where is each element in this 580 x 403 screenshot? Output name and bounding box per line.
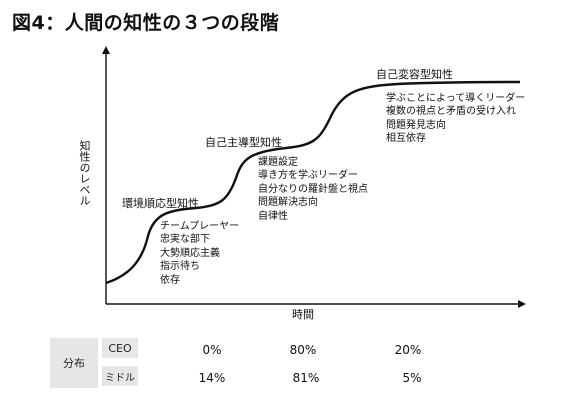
trait-item: チームプレーヤー (160, 221, 240, 232)
trait-item: 複数の視点と矛盾の受け入れ (386, 106, 516, 118)
trait-item: 相互依存 (386, 133, 426, 145)
trait-item: 自分なりの羅針盤と視点 (258, 183, 368, 195)
trait-item: 指示待ち (160, 261, 200, 273)
ceo-value-stage1: 0% (202, 343, 222, 357)
x-axis-label: 時間 (292, 308, 314, 321)
trait-item: 忠実な部下 (160, 234, 210, 246)
ceo-value-stage3: 20% (394, 343, 422, 357)
trait-item: 自律性 (258, 210, 288, 222)
stage-socialized-mind: 環境順応型知性 (122, 197, 199, 210)
stage-self-authoring-mind: 自己主導型知性 (205, 136, 282, 149)
group-middle: ミドル (102, 366, 138, 386)
trait-item: 問題解決志向 (258, 197, 318, 209)
trait-item: 問題発見志向 (386, 119, 446, 131)
y-axis-label: 知性のレベル (78, 140, 91, 206)
figure-title: 図4：人間の知性の３つの段階 (12, 12, 280, 34)
trait-item: 依存 (160, 274, 180, 286)
stage-self-transforming-traits: 学ぶことによって導くリーダー 複数の視点と矛盾の受け入れ 問題発見志向 相互依存 (386, 92, 525, 146)
stage-socialized-traits: チームプレーヤー 忠実な部下 大勢順応主義 指示待ち 依存 (160, 220, 239, 287)
trait-item: 大勢順応主義 (160, 247, 220, 259)
group-ceo: CEO (102, 338, 138, 358)
middle-value-stage1: 14% (198, 371, 226, 385)
middle-value-stage2: 81% (292, 371, 320, 385)
distribution-label: 分布 (50, 338, 98, 388)
growth-curve (105, 80, 521, 285)
stage-self-transforming-mind: 自己変容型知性 (376, 68, 453, 81)
ceo-value-stage2: 80% (289, 343, 317, 357)
trait-item: 導き方を学ぶリーダー (258, 170, 358, 182)
middle-value-stage3: 5% (402, 371, 422, 385)
stage-self-authoring-traits: 課題設定 導き方を学ぶリーダー 自分なりの羅針盤と視点 問題解決志向 自律性 (258, 156, 368, 223)
trait-item: 学ぶことによって導くリーダー (386, 93, 526, 104)
trait-item: 課題設定 (258, 157, 298, 168)
